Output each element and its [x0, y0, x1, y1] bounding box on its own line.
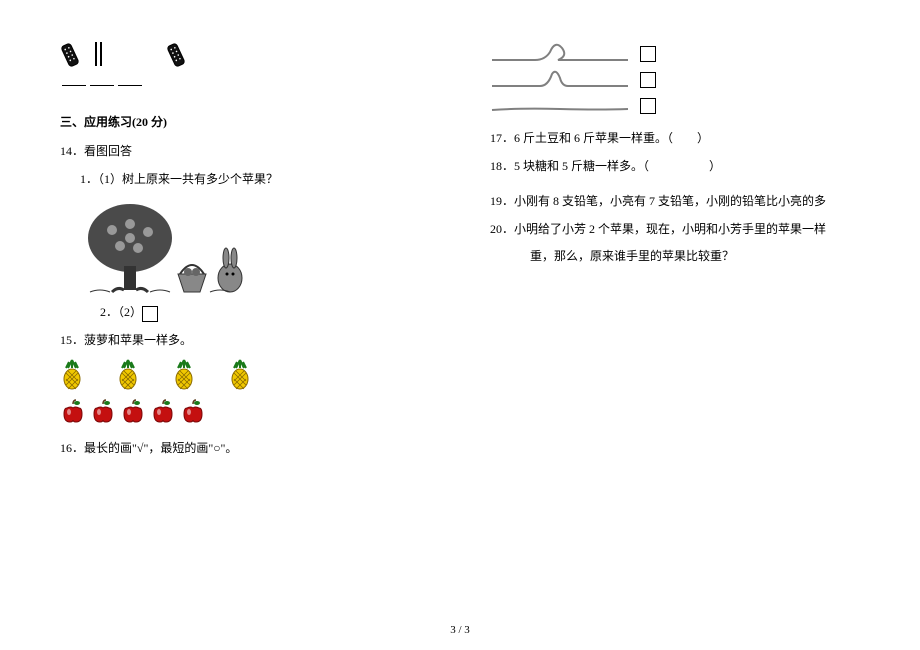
- pineapple-icon: [228, 358, 252, 390]
- pineapple-icon: [172, 358, 196, 390]
- q14-1: 1．（1）树上原来一共有多少个苹果？: [80, 169, 430, 191]
- q20a: 20．小明给了小芳 2 个苹果，现在，小明和小芳手里的苹果一样: [490, 219, 860, 241]
- apple-row: [60, 398, 430, 424]
- eraser-icon: [166, 42, 186, 68]
- line-row-2: [490, 68, 860, 92]
- top-icons-row: [60, 40, 430, 68]
- q15: 15．菠萝和苹果一样多。: [60, 330, 430, 352]
- q14: 14．看图回答: [60, 141, 430, 163]
- apple-icon: [60, 398, 86, 424]
- q17: 17．6 斤土豆和 6 斤苹果一样重。（ ）: [490, 128, 860, 150]
- answer-blanks: [60, 72, 430, 94]
- line-row-1: [490, 42, 860, 66]
- curvy-line-2: [490, 68, 630, 92]
- apple-icon: [120, 398, 146, 424]
- apple-icon: [180, 398, 206, 424]
- apple-icon: [150, 398, 176, 424]
- answer-box[interactable]: [640, 72, 656, 88]
- sticks-icon: [92, 40, 106, 68]
- curvy-line-1: [490, 42, 630, 66]
- pineapple-row: [60, 358, 430, 390]
- q20b: 重，那么，原来谁手里的苹果比较重？: [530, 246, 860, 268]
- section-title: 三、应用练习(20 分): [60, 112, 430, 134]
- eraser-icon: [60, 42, 80, 68]
- lines-block: [490, 42, 860, 118]
- answer-box[interactable]: [640, 46, 656, 62]
- q16: 16．最长的画"√"，最短的画"○"。: [60, 438, 430, 460]
- straight-line: [490, 94, 630, 118]
- q19: 19．小刚有 8 支铅笔，小亮有 7 支铅笔，小刚的铅笔比小亮的多: [490, 191, 860, 213]
- left-column: 三、应用练习(20 分) 14．看图回答 1．（1）树上原来一共有多少个苹果？ …: [60, 40, 430, 600]
- answer-box[interactable]: [142, 306, 158, 322]
- answer-box[interactable]: [640, 98, 656, 114]
- pineapple-icon: [116, 358, 140, 390]
- q14-2-prefix: 2．（2）: [100, 305, 142, 319]
- q18: 18．5 块糖和 5 斤糖一样多。（ ）: [490, 156, 860, 178]
- line-row-3: [490, 94, 860, 118]
- pineapple-icon: [60, 358, 84, 390]
- right-column: 17．6 斤土豆和 6 斤苹果一样重。（ ） 18．5 块糖和 5 斤糖一样多。…: [490, 40, 860, 600]
- apple-icon: [90, 398, 116, 424]
- tree-apples-image: [80, 196, 260, 296]
- page-footer: 3 / 3: [0, 624, 920, 636]
- q14-2: 2．（2）: [100, 302, 430, 324]
